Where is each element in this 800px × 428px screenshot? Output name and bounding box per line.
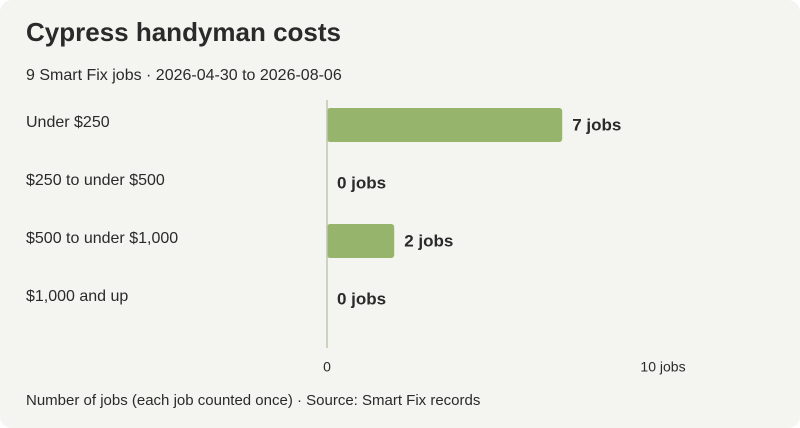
chart-footer: Number of jobs (each job counted once) ·… (26, 392, 481, 409)
bar (327, 108, 563, 142)
chart-title: Cypress handyman costs (26, 17, 342, 47)
value-label: 7 jobs (572, 115, 621, 134)
x-tick-label: 0 (323, 359, 331, 375)
category-label: $250 to under $500 (26, 172, 165, 189)
category-label: Under $250 (26, 114, 110, 131)
value-label: 2 jobs (404, 231, 453, 250)
chart-subtitle: 9 Smart Fix jobs · 2026-04-30 to 2026-08… (26, 67, 342, 84)
bar (327, 224, 395, 258)
value-label: 0 jobs (337, 173, 386, 192)
x-tick-label: 10 jobs (640, 359, 685, 375)
value-label: 0 jobs (337, 289, 386, 308)
category-label: $1,000 and up (26, 288, 128, 305)
category-label: $500 to under $1,000 (26, 230, 178, 247)
